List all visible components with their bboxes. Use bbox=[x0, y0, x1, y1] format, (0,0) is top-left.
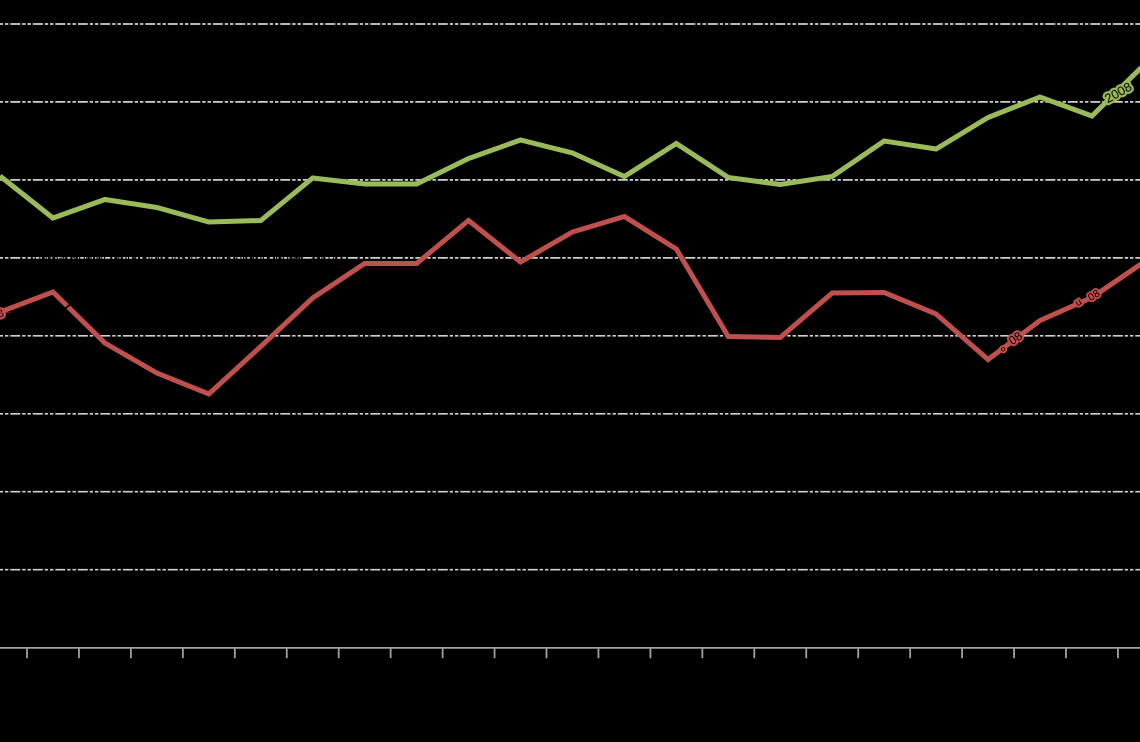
svg-text:Comparison of monthly industri: Comparison of monthly industrial product… bbox=[25, 251, 337, 265]
svg-text:2008: 2008 bbox=[0, 307, 6, 326]
